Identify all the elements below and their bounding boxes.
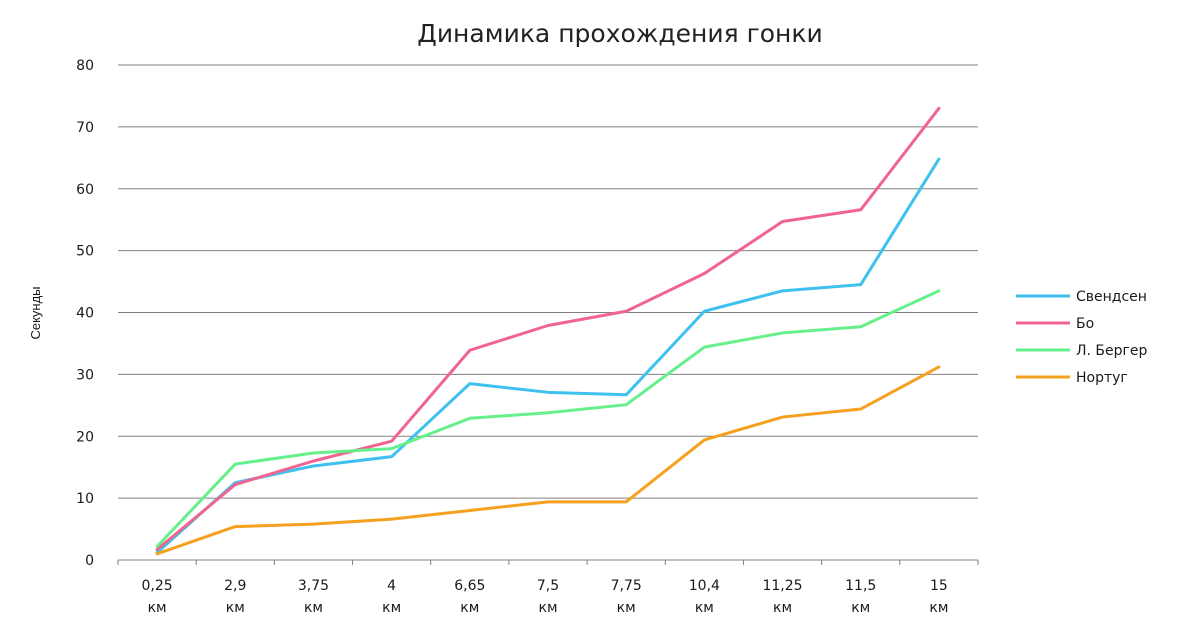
x-tick-label: 10,4 [689,578,720,594]
y-tick-label: 80 [76,58,94,74]
legend-label: Л. Бергер [1076,343,1148,359]
x-tick-unit: км [382,600,401,616]
chart-title: Динамика прохождения гонки [417,19,822,48]
x-tick-label: 0,25 [142,578,173,594]
x-tick-label: 15 [930,578,948,594]
x-tick-label: 7,75 [611,578,642,594]
y-tick-label: 10 [76,491,94,507]
y-tick-labels: 0 10 20 30 40 50 60 70 80 [76,58,94,569]
y-tick-label: 0 [85,553,94,569]
x-tick-unit: км [695,600,714,616]
series-lines [155,106,941,556]
legend-label: Бо [1076,316,1094,332]
series-line-4 [155,365,941,556]
x-tick-labels: 0,25 км 2,9 км 3,75 км 4 км 6,65 км 7,5 км 7,75 км 10,… [117,560,979,616]
x-tick-label: 2,9 [224,578,246,594]
y-tick-label: 20 [76,429,94,445]
series-line-1 [155,157,941,555]
gridlines [118,64,978,561]
y-axis-label: Секунды [28,286,43,339]
y-tick-label: 40 [76,306,94,322]
y-tick-label: 60 [76,182,94,198]
x-tick-unit: км [851,600,870,616]
x-tick-unit: км [617,600,636,616]
x-tick-label: 11,5 [845,578,876,594]
legend: Свендсен Бо Л. Бергер Нортуг [1016,289,1148,386]
x-tick-label: 7,5 [537,578,559,594]
legend-label: Нортуг [1076,370,1128,386]
x-tick-unit: км [226,600,245,616]
x-tick-unit: км [538,600,557,616]
x-tick-label: 4 [387,578,396,594]
legend-label: Свендсен [1076,289,1147,305]
x-tick-unit: км [460,600,479,616]
x-tick-unit: км [148,600,167,616]
y-tick-label: 70 [76,120,94,136]
x-tick-label: 6,65 [454,578,485,594]
x-tick-unit: км [773,600,792,616]
x-tick-label: 3,75 [298,578,329,594]
y-tick-label: 50 [76,244,94,260]
y-tick-label: 30 [76,367,94,383]
x-tick-unit: км [304,600,323,616]
x-tick-label: 11,25 [762,578,802,594]
series-line-3 [155,289,941,548]
series-line-2 [155,106,941,551]
x-tick-unit: км [929,600,948,616]
